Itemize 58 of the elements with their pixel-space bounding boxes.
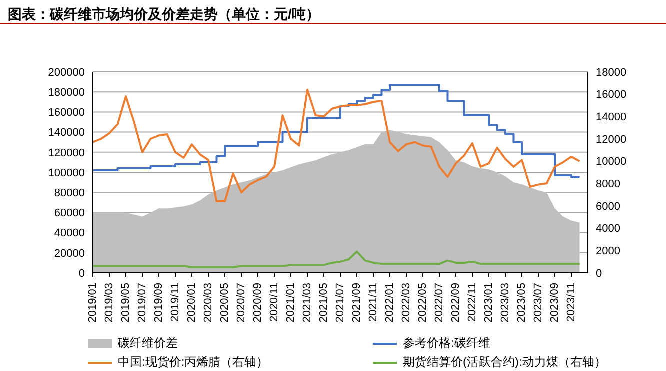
y2-tick-label: 8000 xyxy=(596,178,620,191)
x-tick-label: 2019/07 xyxy=(136,283,148,323)
y-tick-label: 0 xyxy=(78,268,85,280)
x-tick-label: 2022/09 xyxy=(450,283,462,323)
x-tick-label: 2020/11 xyxy=(268,283,280,322)
y2-tick-label: 14000 xyxy=(596,112,627,124)
x-tick-label: 2023/05 xyxy=(516,283,528,323)
x-tick-label: 2022/11 xyxy=(466,283,478,322)
x-tick-label: 2019/11 xyxy=(170,283,182,322)
x-tick-label: 2022/01 xyxy=(384,283,396,323)
x-tick-label: 2020/07 xyxy=(236,283,248,323)
y-tick-label: 180000 xyxy=(48,87,85,100)
y2-tick-label: 0 xyxy=(596,268,602,280)
x-tick-label: 2022/03 xyxy=(400,283,412,323)
x-tick-label: 2020/05 xyxy=(219,283,231,323)
x-tick-label: 2023/01 xyxy=(483,283,495,323)
y2-tick-label: 2000 xyxy=(596,246,620,258)
x-tick-label: 2021/01 xyxy=(285,283,297,323)
y2-tick-label: 18000 xyxy=(596,66,627,79)
x-tick-label: 2023/11 xyxy=(566,283,578,322)
x-tick-label: 2020/09 xyxy=(252,283,264,323)
x-tick-label: 2022/07 xyxy=(434,283,446,323)
y2-tick-label: 12000 xyxy=(596,134,627,146)
chart-title: 图表：碳纤维市场均价及价差走势（单位：元/吨） xyxy=(0,0,666,24)
legend-label: 中国:现货价:丙烯腈（右轴） xyxy=(118,354,269,371)
y-tick-label: 60000 xyxy=(54,208,85,220)
x-tick-label: 2019/03 xyxy=(104,283,116,323)
line-series xyxy=(93,250,581,268)
y2-tick-label: 6000 xyxy=(596,200,620,213)
legend-label: 参考价格:碳纤维 xyxy=(403,335,490,352)
x-tick-label: 2021/05 xyxy=(318,283,330,323)
line-series xyxy=(93,88,581,203)
x-tick-label: 2023/07 xyxy=(532,283,544,323)
x-tick-label: 2019/09 xyxy=(153,283,165,323)
x-tick-label: 2021/11 xyxy=(368,283,380,322)
legend-label: 碳纤维价差 xyxy=(118,335,178,352)
y-tick-label: 20000 xyxy=(54,248,85,260)
x-tick-label: 2023/09 xyxy=(549,283,561,323)
y-tick-label: 100000 xyxy=(48,167,85,180)
legend-label: 期货结算价(活跃合约):动力煤（右轴） xyxy=(403,354,606,371)
y2-tick-label: 4000 xyxy=(596,223,620,236)
y-tick-label: 160000 xyxy=(48,107,85,120)
y-tick-label: 80000 xyxy=(54,188,85,200)
x-tick-label: 2021/09 xyxy=(351,283,363,323)
x-tick-label: 2022/05 xyxy=(417,283,429,323)
y-tick-label: 120000 xyxy=(48,147,85,160)
y-tick-label: 140000 xyxy=(48,127,85,140)
x-tick-label: 2021/03 xyxy=(302,283,314,323)
x-tick-label: 2021/07 xyxy=(334,283,346,323)
y-tick-label: 40000 xyxy=(54,228,85,240)
x-tick-label: 2019/01 xyxy=(87,283,99,323)
x-tick-label: 2020/01 xyxy=(186,283,198,323)
y2-tick-label: 10000 xyxy=(596,156,627,168)
y2-tick-label: 16000 xyxy=(596,89,627,102)
x-tick-label: 2020/03 xyxy=(202,283,214,323)
y-tick-label: 200000 xyxy=(48,66,85,79)
x-tick-label: 2023/03 xyxy=(500,283,512,323)
x-tick-label: 2019/05 xyxy=(120,283,132,323)
